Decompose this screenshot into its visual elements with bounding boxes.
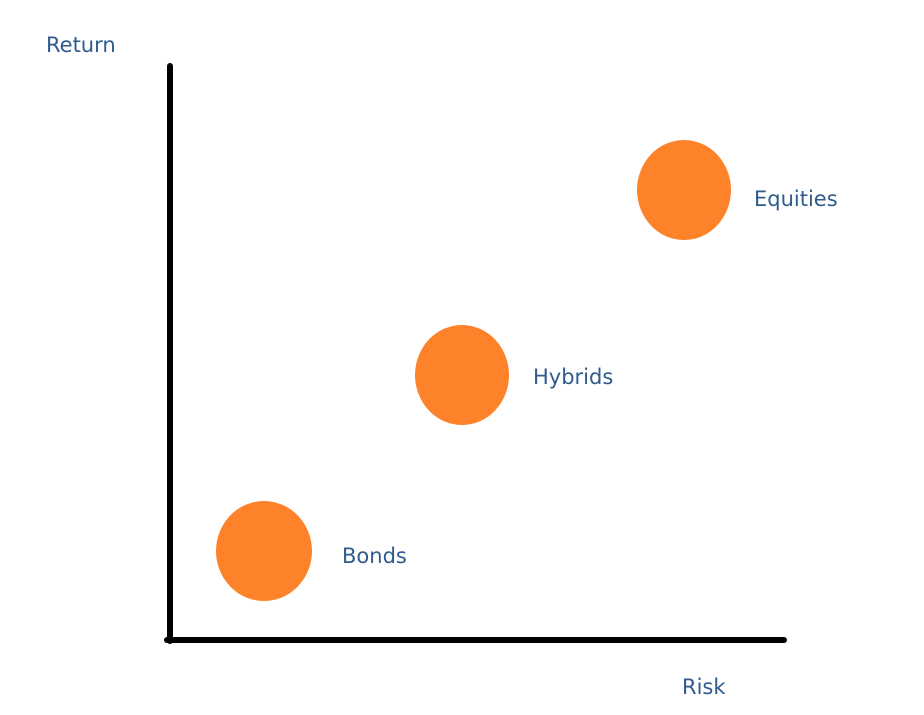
- node-label: Bonds: [342, 544, 407, 568]
- hybrids-circle: [415, 325, 509, 425]
- y-axis-label: Return: [46, 33, 116, 57]
- bonds-circle: [216, 501, 312, 601]
- node-label: Equities: [754, 187, 838, 211]
- node-label: Hybrids: [533, 365, 613, 389]
- equities-circle: [637, 140, 731, 240]
- x-axis-label: Risk: [682, 675, 726, 699]
